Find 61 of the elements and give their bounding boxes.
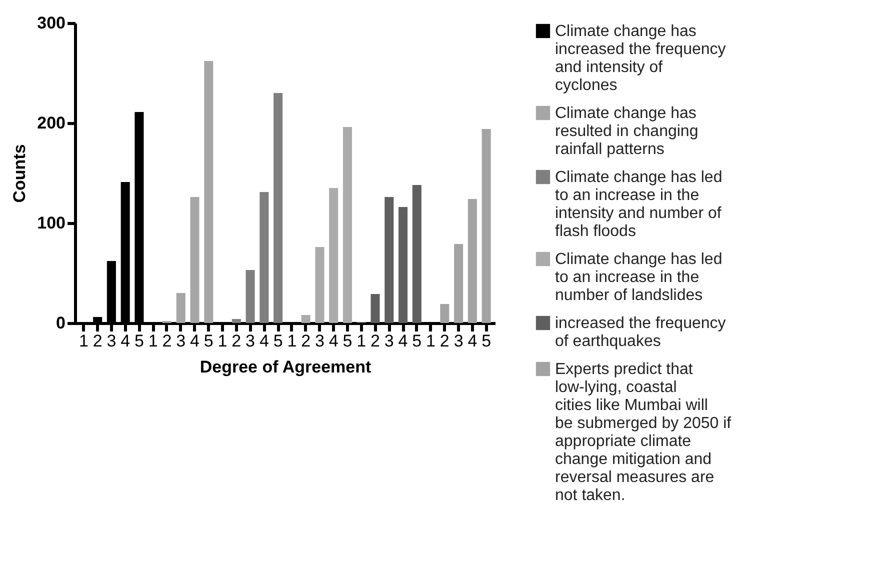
x-tick-label: 2 [440, 332, 450, 350]
x-tick-label: 4 [259, 332, 269, 350]
bar [190, 197, 200, 323]
bar [260, 192, 269, 323]
bar [412, 185, 422, 323]
x-tick-label: 2 [301, 332, 311, 350]
x-tick-label: 2 [92, 332, 102, 350]
bar [301, 315, 310, 323]
x-tick-label: 4 [190, 332, 200, 350]
bar [246, 270, 255, 323]
y-axis-title: Counts [10, 144, 30, 203]
legend-label: Climate change has resulted in changing rainfall patterns [555, 105, 698, 158]
x-tick-label: 2 [370, 332, 380, 350]
x-tick-label: 4 [398, 332, 408, 350]
x-tick-label: 2 [162, 332, 172, 350]
x-tick-label: 3 [314, 332, 324, 350]
legend-label: Experts predict that low-lying, coastal cities like Mumbai will be submerged by 2050 if appropriate climate change mitigation and reversal measures are not taken. [555, 361, 732, 504]
x-tick-label: 5 [412, 332, 422, 350]
bar [176, 293, 186, 323]
x-tick-label: 1 [218, 332, 228, 350]
bar [274, 93, 283, 323]
x-tick-label: 5 [204, 332, 214, 350]
x-tick-label: 1 [148, 332, 158, 350]
bar [204, 61, 214, 323]
x-tick-label: 1 [78, 332, 88, 350]
y-tick-label: 0 [56, 314, 66, 332]
bar [468, 199, 477, 323]
bar [398, 207, 408, 323]
y-tick-label: 100 [37, 214, 66, 232]
x-tick-label: 3 [384, 332, 394, 350]
bar [315, 247, 324, 323]
x-tick-label: 4 [120, 332, 130, 350]
x-tick-label: 5 [482, 332, 492, 350]
x-tick-label: 5 [273, 332, 283, 350]
x-tick-label: 3 [246, 332, 256, 350]
legend-label: Climate change has led to an increase in the intensity and number of flash floods [555, 169, 722, 240]
legend-label: increased the frequency of earthquakes [555, 315, 726, 350]
bar [370, 294, 380, 323]
legend-label: Climate change has led to an increase in the number of landslides [555, 251, 722, 304]
bar [232, 319, 241, 323]
y-tick-label: 300 [37, 14, 66, 32]
bar [454, 244, 464, 323]
bar [482, 129, 491, 323]
bar [342, 127, 352, 323]
x-axis-title: Degree of Agreement [200, 358, 372, 376]
x-tick-label: 1 [287, 332, 297, 350]
x-tick-label: 5 [134, 332, 144, 350]
x-tick-label: 3 [106, 332, 116, 350]
legend-label: Climate change has increased the frequency and intensity of cyclones [555, 23, 726, 94]
x-tick-label: 4 [328, 332, 338, 350]
x-tick-label: 2 [232, 332, 242, 350]
y-tick-label: 200 [37, 114, 66, 132]
x-tick-label: 5 [342, 332, 352, 350]
x-tick-label: 1 [356, 332, 366, 350]
bar [440, 304, 450, 323]
x-tick-label: 1 [426, 332, 436, 350]
bar [329, 188, 338, 323]
x-tick-label: 3 [176, 332, 186, 350]
x-tick-label: 4 [468, 332, 478, 350]
bar [384, 197, 394, 323]
x-tick-label: 3 [454, 332, 464, 350]
